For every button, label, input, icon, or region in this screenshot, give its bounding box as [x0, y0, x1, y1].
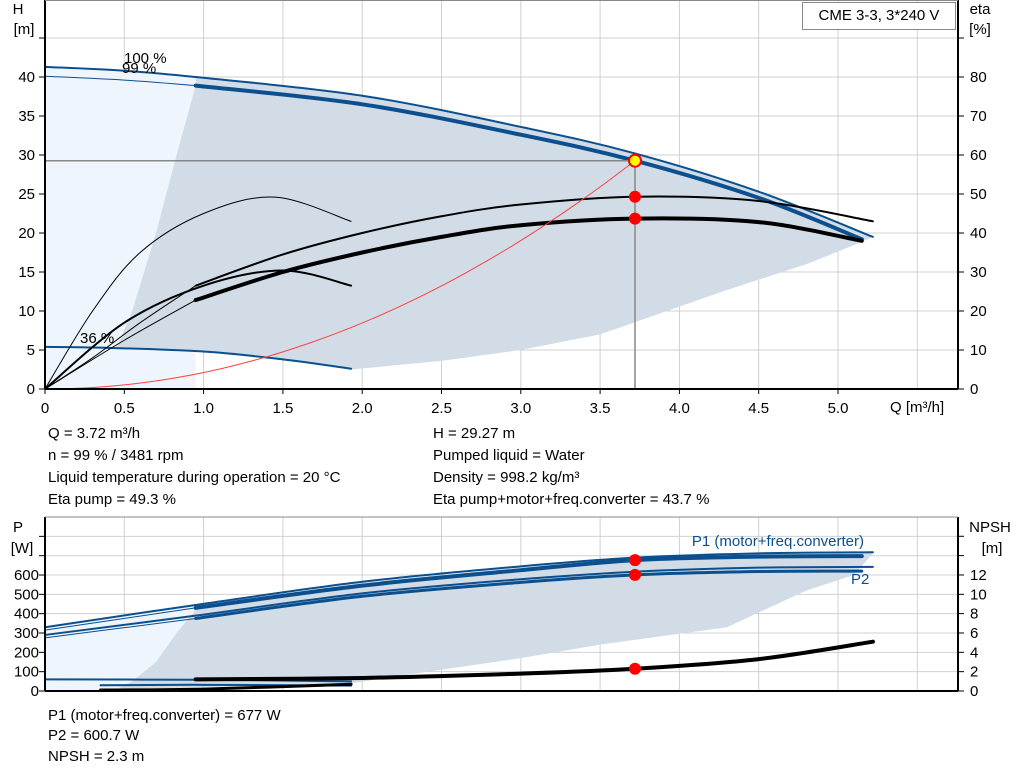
x-axis-label: Q [m³/h]	[890, 399, 944, 416]
curve-p2-99-ext	[44, 618, 197, 639]
speed-label-99: 99 %	[122, 60, 156, 77]
curve-npsh-min	[99, 682, 353, 692]
p-axis-unit: [W]	[11, 540, 34, 557]
x-tick-label: 3.5	[590, 400, 611, 417]
curve-p1-100	[44, 551, 874, 629]
y-axis-unit: [m]	[14, 21, 35, 38]
x-tick-label: 0	[41, 400, 49, 417]
x-tick-label: 1.5	[272, 400, 293, 417]
npsh-tick-label: 4	[970, 644, 978, 661]
duty-point-npsh	[628, 662, 641, 675]
y2-tick-label: 10	[970, 342, 987, 359]
y-tick-label: 30	[18, 147, 35, 164]
info-p2: P2 = 600.7 W	[48, 727, 140, 744]
curve-npsh	[193, 639, 875, 682]
x-tick-label: 3.0	[510, 400, 531, 417]
curve-head-99	[193, 83, 864, 242]
duty-point-eta-total	[628, 212, 641, 225]
y-tick-label: 25	[18, 186, 35, 203]
y-tick-label: 15	[18, 264, 35, 281]
curve-eta-total-min	[44, 269, 353, 390]
p-tick-label: 500	[14, 586, 39, 603]
npsh-tick-label: 12	[970, 567, 987, 584]
info-density: Density = 998.2 kg/m³	[433, 469, 580, 486]
x-tick-label: 1.0	[193, 400, 214, 417]
duty-point-p1	[628, 554, 641, 567]
curve-eta-pump-min	[44, 196, 352, 390]
y-tick-label: 35	[18, 108, 35, 125]
speed-label-100: 100 %	[124, 50, 167, 67]
x-tick-label: 0.5	[114, 400, 135, 417]
y2-tick-label: 30	[970, 264, 987, 281]
info-npsh: NPSH = 2.3 m	[48, 748, 145, 765]
operating-area	[116, 77, 873, 370]
curve-p1-99-ext	[44, 607, 197, 631]
info-p1: P1 (motor+freq.converter) = 677 W	[48, 707, 281, 724]
y-axis-label: H	[13, 1, 24, 18]
info-speed: n = 99 % / 3481 rpm	[48, 447, 184, 464]
y2-axis-label: eta	[970, 1, 992, 18]
y2-tick-label: 70	[970, 108, 987, 125]
curve-head-100	[44, 65, 874, 238]
duty-point-head	[627, 153, 642, 168]
info-eta-total: Eta pump+motor+freq.converter = 43.7 %	[433, 491, 710, 508]
curve-p1-99	[193, 554, 864, 610]
p-axis-label: P	[13, 519, 23, 536]
npsh-tick-label: 0	[970, 683, 978, 700]
p-tick-label: 100	[14, 664, 39, 681]
y-tick-label: 10	[18, 303, 35, 320]
curve-eta-total-ext	[44, 299, 197, 390]
p-tick-label: 0	[31, 683, 39, 700]
npsh-tick-label: 8	[970, 606, 978, 623]
p-tick-label: 600	[14, 567, 39, 584]
p-tick-label: 200	[14, 644, 39, 661]
legend-p1: P1 (motor+freq.converter)	[692, 533, 864, 550]
y-tick-label: 40	[18, 69, 35, 86]
x-tick-label: 2.5	[431, 400, 452, 417]
duty-point-eta-pump	[628, 190, 641, 203]
curve-head-36	[44, 345, 353, 370]
y2-tick-label: 80	[970, 69, 987, 86]
speed-label-36: 36 %	[80, 330, 114, 347]
info-temperature: Liquid temperature during operation = 20…	[48, 469, 341, 486]
npsh-axis-label: NPSH	[969, 519, 1011, 536]
p-tick-label: 400	[14, 606, 39, 623]
info-h: H = 29.27 m	[433, 425, 516, 442]
curve-eta-pump	[194, 195, 874, 287]
x-tick-label: 4.0	[669, 400, 690, 417]
y2-tick-label: 20	[970, 303, 987, 320]
info-q: Q = 3.72 m³/h	[48, 425, 141, 442]
y-tick-label: 20	[18, 225, 35, 242]
curve-p2-99	[194, 569, 864, 621]
duty-point-p2	[628, 568, 641, 581]
x-tick-label: 5.0	[828, 400, 849, 417]
curve-p2-100	[44, 565, 874, 636]
npsh-tick-label: 2	[970, 664, 978, 681]
npsh-tick-label: 10	[970, 586, 987, 603]
x-tick-label: 4.5	[748, 400, 769, 417]
system-curve	[44, 160, 636, 390]
pump-title-box: CME 3-3, 3*240 V	[802, 2, 956, 30]
y2-tick-label: 50	[970, 186, 987, 203]
y2-axis-unit: [%]	[969, 21, 991, 38]
p-tick-label: 300	[14, 625, 39, 642]
power-operating-area	[116, 553, 873, 690]
y2-tick-label: 60	[970, 147, 987, 164]
y-tick-label: 0	[27, 381, 35, 398]
info-eta-pump: Eta pump = 49.3 %	[48, 491, 176, 508]
x-tick-label: 2.0	[352, 400, 373, 417]
curve-head-99-ext	[44, 75, 197, 87]
info-liquid: Pumped liquid = Water	[433, 447, 585, 464]
npsh-axis-unit: [m]	[982, 540, 1003, 557]
curve-eta-total	[193, 216, 864, 303]
legend-p2: P2	[851, 571, 869, 588]
npsh-tick-label: 6	[970, 625, 978, 642]
y2-tick-label: 0	[970, 381, 978, 398]
y2-tick-label: 40	[970, 225, 987, 242]
y-tick-label: 5	[27, 342, 35, 359]
